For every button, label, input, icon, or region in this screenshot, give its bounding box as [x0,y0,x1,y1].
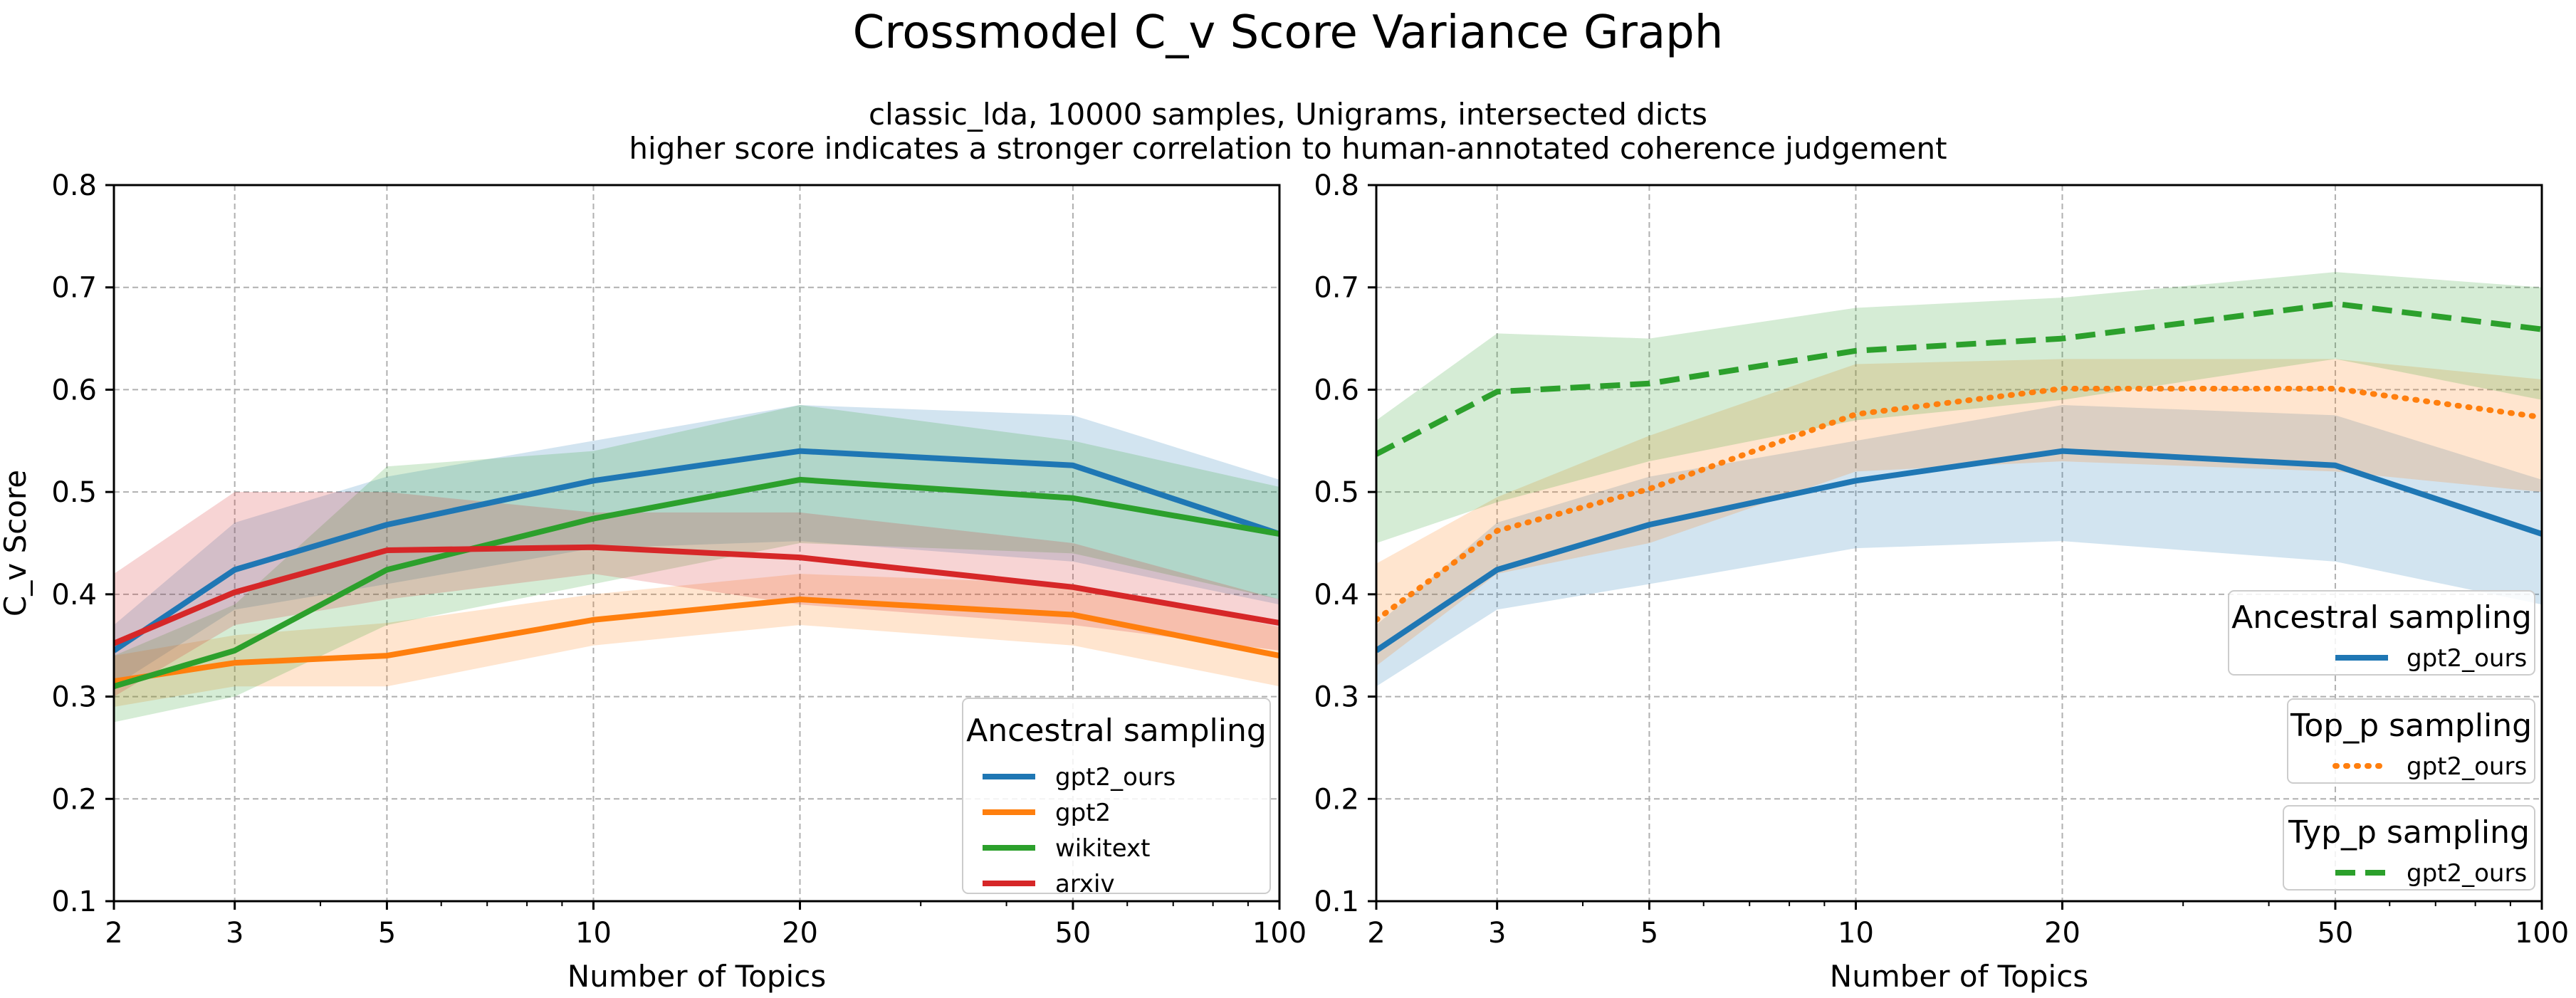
x-tick-label: 3 [226,917,244,950]
legend: Ancestral sampling gpt2_ours gpt2 wikitext a… [962,698,1271,898]
legend-box [962,698,1271,894]
y-axis-label: C_v Score [0,470,33,616]
x-tick-label: 100 [1252,917,1307,950]
y-tick-label: 0.1 [51,886,97,918]
x-tick-label: 2 [105,917,122,950]
y-tick-label: 0.7 [1314,272,1359,305]
y-tick-label: 0.1 [1314,886,1359,918]
legend-title: Top_p sampling [2290,708,2532,744]
y-tick-label: 0.3 [1314,681,1359,714]
x-tick-label: 10 [1838,917,1874,950]
legend: Ancestral sampling gpt2_ours [2228,590,2535,676]
left-chart-panel: 2 3 5 10 20 50 100 0.1 0.2 0.3 0.4 0.5 0.6 0.7 0.8 Numb… [0,169,1307,994]
series-band-arxiv [114,492,1279,697]
series-line-gpt2_ours [1376,448,2542,653]
y-tick-label: 0.8 [1314,169,1359,202]
plot-frame [112,184,1281,903]
legend-entry-label: gpt2 [1055,799,1111,827]
x-tick-label: 100 [2515,917,2569,950]
legend-box [2283,805,2535,891]
y-tick-label: 0.8 [51,169,97,202]
plot-area [114,404,1279,723]
legend-entry-label: arxiv [1055,870,1115,898]
series-band-gpt2_ours [1376,359,2542,666]
x-tick-label: 50 [1054,917,1091,950]
series-band-gpt2_ours [114,404,1279,687]
series-line-arxiv [114,544,1279,646]
x-axis-label: Number of Topics [567,959,826,994]
legend: Top_p sampling gpt2_ours [2287,698,2535,784]
series-line-gpt2_ours [1376,300,2542,457]
right-chart-panel: 2 3 5 10 20 50 100 0.1 0.2 0.3 0.4 0.5 0.6 0.7 0.8 Numb… [1314,169,2569,994]
legend-entry-label: wikitext [1055,834,1151,863]
y-tick-label: 0.7 [51,272,97,305]
series-line-gpt2_ours [114,448,1279,653]
y-tick-label: 0.5 [1314,476,1359,509]
x-tick-label: 2 [1367,917,1385,950]
legend-entry-label: gpt2_ours [2407,752,2527,781]
x-axis-label: Number of Topics [1830,959,2088,994]
legend-entry-label: gpt2_ours [2407,644,2527,673]
x-tick-label: 5 [1640,917,1658,950]
y-tick-label: 0.2 [51,783,97,816]
figure-title: Crossmodel C_v Score Variance Graph [852,6,1724,59]
series-band-gpt2_ours [1376,272,2542,543]
y-tick-label: 0.6 [1314,374,1359,406]
series-band-wikitext [114,404,1279,723]
series-line-wikitext [114,476,1279,690]
x-tick-label: 20 [2044,917,2080,950]
x-tick-label: 20 [782,917,818,950]
legend-entry-label: gpt2_ours [2407,859,2527,888]
legend: Typ_p sampling gpt2_ours [2283,805,2535,891]
y-tick-label: 0.6 [51,374,97,406]
figure-subtitle-line2: higher score indicates a stronger correl… [629,131,1947,166]
x-tick-label: 3 [1488,917,1506,950]
plot-frame [1375,184,2543,903]
y-tick-label: 0.4 [51,579,97,611]
legend-entry-label: gpt2_ours [1055,763,1176,792]
y-tick-label: 0.3 [51,681,97,714]
y-tick-label: 0.5 [51,476,97,509]
x-tick-label: 50 [2317,917,2353,950]
x-tick-label: 5 [378,917,396,950]
series-line-gpt2 [114,597,1279,684]
plot-area [1376,272,2542,687]
legend-box [2228,590,2535,676]
legend-box [2287,698,2535,784]
series-line-gpt2_ours [1376,385,2542,623]
legend-title: Typ_p sampling [2288,814,2530,851]
y-tick-label: 0.2 [1314,783,1359,816]
legend-title: Ancestral sampling [2231,599,2532,636]
series-band-gpt2 [114,574,1279,707]
figure-subtitle-line1: classic_lda, 10000 samples, Unigrams, in… [869,97,1707,132]
x-tick-label: 10 [575,917,612,950]
legend-title: Ancestral sampling [966,713,1267,749]
series-band-gpt2_ours [1376,404,2542,687]
y-tick-label: 0.4 [1314,579,1359,611]
